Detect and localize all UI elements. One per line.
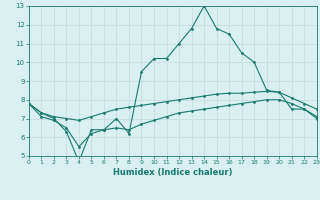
X-axis label: Humidex (Indice chaleur): Humidex (Indice chaleur) xyxy=(113,168,233,177)
